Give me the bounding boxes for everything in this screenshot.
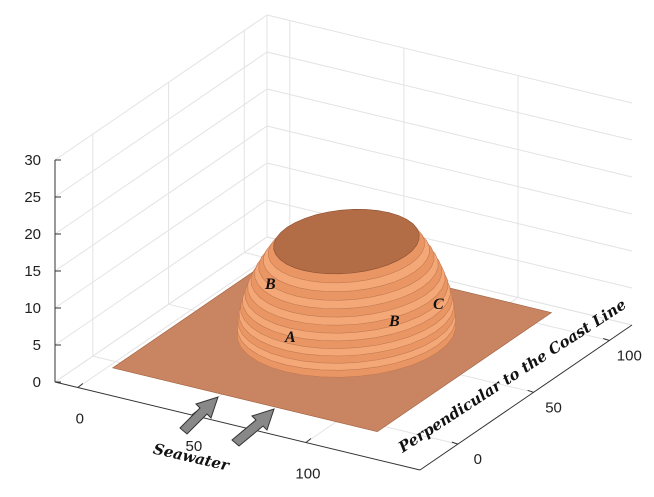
grid-line [266, 162, 633, 252]
y-tick-label: 50 [545, 399, 562, 416]
z-tick-label: 10 [24, 300, 41, 317]
z-tick-label: 15 [24, 263, 41, 280]
z-tick-label: 5 [33, 337, 41, 354]
x-tick-label: 0 [76, 411, 84, 428]
grid-line [266, 125, 633, 215]
z-tick-label: 25 [24, 189, 41, 206]
x-tick-label: 50 [186, 438, 203, 455]
grid [54, 14, 633, 445]
arrows [179, 396, 275, 447]
z-tick-label: 30 [24, 152, 41, 169]
x-axis [54, 381, 421, 471]
grid-line [54, 162, 268, 309]
y-tick-label: 0 [474, 451, 482, 468]
grid-line [54, 125, 268, 272]
grid-line [266, 51, 633, 141]
ticks: 0 5 10 15 20 25 30 0 50 100 0 50 100 [24, 152, 641, 483]
y-tick [451, 441, 459, 445]
grid-line [266, 14, 633, 104]
grid-line [77, 242, 291, 388]
z-tick-label: 20 [24, 226, 41, 243]
y-tick [527, 389, 534, 393]
annotation: B [264, 276, 276, 293]
arrow [231, 408, 275, 447]
annotation: A [284, 329, 296, 346]
annotation: C [433, 296, 444, 313]
grid-line [266, 88, 633, 178]
arrow [179, 396, 219, 435]
grid-line [54, 236, 268, 383]
surface-top [273, 209, 420, 275]
surface [111, 209, 553, 433]
grid-line [54, 199, 268, 346]
annotation: B [388, 313, 400, 330]
y-tick [603, 338, 610, 342]
z-tick-label: 0 [33, 374, 41, 391]
y-tick-label: 100 [617, 348, 642, 365]
x-tick-label: 100 [295, 466, 320, 483]
grid-line [54, 51, 268, 198]
grid-line [54, 88, 268, 235]
x-tick [77, 383, 84, 388]
y-axis [419, 324, 633, 471]
grid-line [54, 14, 268, 161]
x-tick [305, 438, 312, 443]
